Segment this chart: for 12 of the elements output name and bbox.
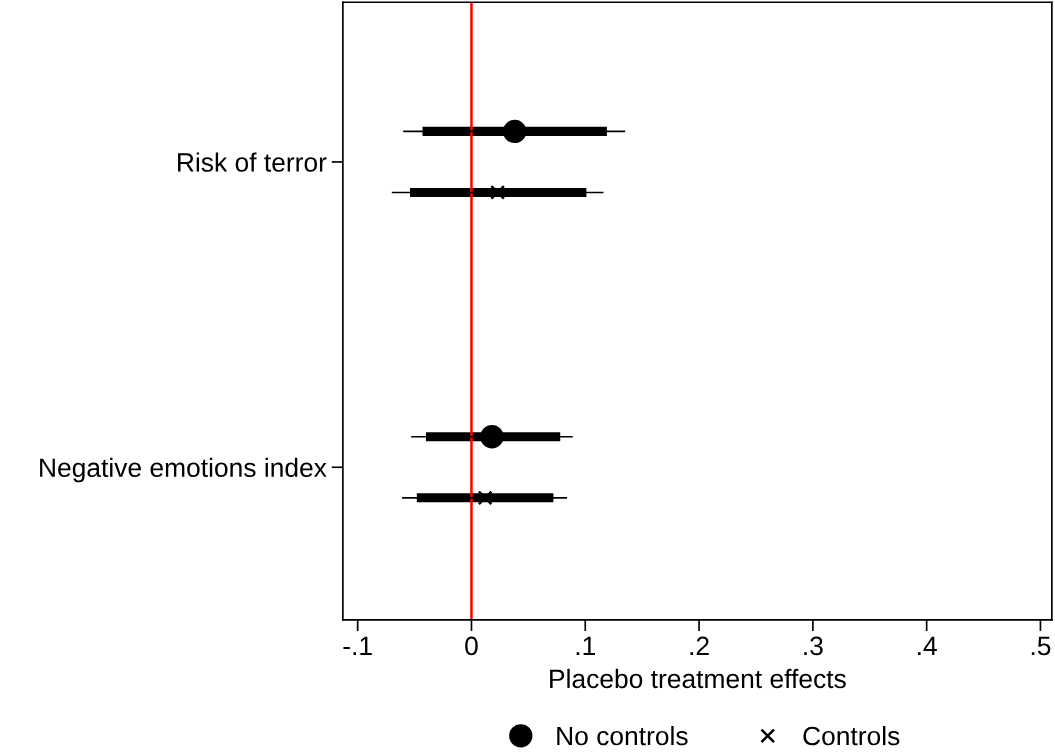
x-tick-label: 0	[465, 636, 478, 656]
legend-label: No controls	[557, 725, 688, 746]
x-tick-label: .5	[1031, 636, 1051, 656]
x-tick-label: .4	[918, 636, 937, 656]
x-tick-label: -.1	[343, 636, 372, 656]
y-tick-label: Risk of terror	[178, 152, 327, 172]
y-tick-label: Negative emotions index	[40, 457, 327, 483]
x-tick-label: .3	[804, 636, 823, 656]
x-tick-label: .1	[576, 636, 595, 656]
x-tick-label: .2	[690, 636, 709, 656]
legend-label: Controls	[803, 725, 900, 746]
x-axis-title: Placebo treatment effects	[550, 668, 846, 689]
